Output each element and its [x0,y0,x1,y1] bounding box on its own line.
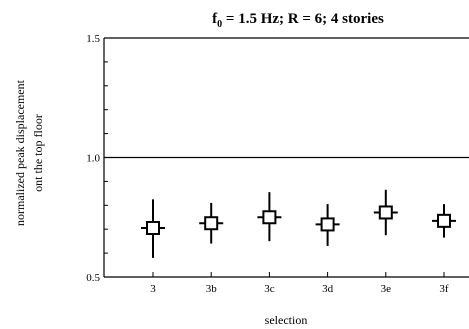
plot-area: 0.5 1.0 1.5 3 3b 3c 3d 3e 3f [86,33,469,295]
y-tick-label: 1.0 [86,153,100,165]
data-point-marker [378,205,393,220]
data-point-marker [146,221,160,236]
data-point-marker [320,217,335,232]
y-axis-label-line-2: ont the top floor [31,114,45,192]
chart-title-rest: = 1.5 Hz; R = 6; 4 stories [222,11,384,27]
data-point-marker [262,210,277,225]
chart-title: f0 = 1.5 Hz; R = 6; 4 stories [212,11,384,30]
x-tick-label: 3d [322,283,334,295]
y-axis-label-line-1: normalized peak displacement [13,79,27,226]
x-tick-label: 3c [264,283,275,295]
y-tick-label: 1.5 [86,33,100,45]
x-tick-label: 3f [439,283,449,295]
data-point-marker [204,216,219,231]
chart-title-subscript: 0 [217,19,222,30]
x-tick-label: 3 [150,283,156,295]
data-point-marker [437,213,451,228]
x-axis-label: selection [265,313,308,327]
chart-title-lead: f [212,11,218,27]
y-tick-label: 0.5 [86,272,100,284]
x-tick-label: 3b [206,283,218,295]
x-tick-label: 3e [381,283,392,295]
